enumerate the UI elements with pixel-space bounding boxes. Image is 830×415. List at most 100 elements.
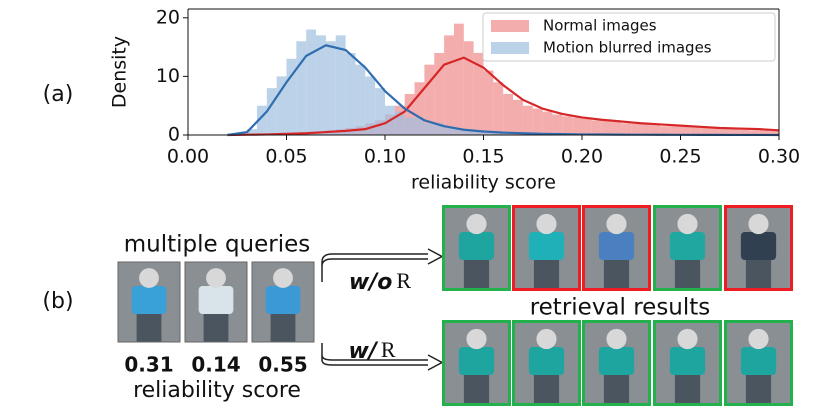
method-symbol: R xyxy=(396,268,411,293)
query-frame xyxy=(251,261,315,343)
histogram-bar xyxy=(345,52,356,135)
histogram-bar xyxy=(513,99,523,135)
method-symbol: R xyxy=(381,337,396,362)
panel-label: (b) xyxy=(42,289,73,314)
histogram-bar xyxy=(414,82,425,135)
histogram-bar xyxy=(572,117,582,135)
photo-legs xyxy=(674,260,701,288)
face-mask xyxy=(677,213,698,235)
histogram-bar xyxy=(739,129,750,135)
histogram-bar xyxy=(266,88,277,135)
histogram-bar xyxy=(316,35,326,135)
histogram-bar xyxy=(463,129,474,135)
histogram-bar xyxy=(256,105,267,135)
histogram-bar xyxy=(306,29,317,135)
query-image xyxy=(118,262,180,342)
histogram-bar xyxy=(769,130,779,135)
histogram-bar xyxy=(690,127,701,135)
query-image xyxy=(185,262,247,342)
photo-body xyxy=(598,347,635,375)
results-title: retrieval results xyxy=(530,295,711,321)
face-mask xyxy=(748,328,769,350)
result-image xyxy=(442,320,511,406)
histogram-bar xyxy=(414,117,425,135)
result-image xyxy=(442,205,511,291)
histogram-bar xyxy=(503,133,514,135)
result-image xyxy=(724,205,793,291)
histogram-bar xyxy=(749,130,760,135)
face-mask xyxy=(536,328,557,350)
photo-body xyxy=(265,286,301,314)
face-mask xyxy=(536,213,557,235)
result-image xyxy=(512,205,581,291)
face-mask xyxy=(606,328,627,350)
photo-legs xyxy=(203,314,229,342)
histogram-bar xyxy=(601,120,612,135)
face-mask xyxy=(748,213,769,235)
histogram-bar xyxy=(434,123,445,135)
histogram-bar xyxy=(641,124,651,135)
photo-legs xyxy=(745,375,772,403)
histogram-bar xyxy=(493,132,504,135)
histogram-bar xyxy=(365,76,376,135)
photo-body xyxy=(528,347,565,375)
histogram-bar xyxy=(493,82,504,135)
face-mask xyxy=(139,268,159,288)
histogram-bar xyxy=(424,123,435,135)
histogram-bar xyxy=(375,88,385,135)
histogram-bar xyxy=(335,35,346,135)
photo-legs xyxy=(270,314,296,342)
histogram-bar xyxy=(621,123,632,135)
query-score: 0.31 xyxy=(124,353,173,377)
histogram-bar xyxy=(700,127,711,135)
photo-legs xyxy=(603,260,630,288)
photo-legs xyxy=(674,375,701,403)
face-mask xyxy=(606,213,627,235)
method-name: w/o xyxy=(349,270,392,295)
histogram-bar xyxy=(404,117,415,135)
photo-legs xyxy=(603,375,630,403)
histogram-bar xyxy=(542,111,553,135)
y-tick-label: 20 xyxy=(156,6,180,28)
face-mask xyxy=(273,268,293,288)
photo-legs xyxy=(533,375,560,403)
photo-body xyxy=(669,347,706,375)
histogram-bar xyxy=(394,111,405,135)
photo-body xyxy=(131,286,167,314)
histogram-bar xyxy=(729,129,740,135)
photo-body xyxy=(669,232,706,260)
histogram-bar xyxy=(562,116,573,135)
legend-swatch xyxy=(491,42,529,54)
histogram-bar xyxy=(611,122,622,135)
result-image xyxy=(512,320,581,406)
y-tick-label: 10 xyxy=(156,65,180,87)
histogram-bar xyxy=(591,120,602,135)
query-frame xyxy=(184,261,248,343)
query-frame xyxy=(117,261,181,343)
photo-body xyxy=(598,232,635,260)
legend-label: Motion blurred images xyxy=(543,39,712,57)
histogram-bar xyxy=(483,70,494,135)
y-tick-label: 0 xyxy=(168,124,180,146)
result-image xyxy=(653,320,722,406)
histogram-bar xyxy=(582,118,592,135)
method-label: w/o R xyxy=(349,268,411,295)
histogram-bar xyxy=(286,58,297,136)
histogram-bar xyxy=(434,52,445,135)
result-image xyxy=(653,205,722,291)
histogram-bar xyxy=(444,126,454,135)
method-label: w/R xyxy=(348,337,395,364)
method-name: w/ xyxy=(348,339,378,364)
histogram-bar xyxy=(552,114,563,135)
query-score: 0.14 xyxy=(191,353,240,377)
x-axis-label: reliability score xyxy=(411,172,556,194)
histogram-bar xyxy=(710,128,720,135)
histogram-bar xyxy=(453,23,464,136)
histogram-bar xyxy=(503,93,514,135)
arrow-head xyxy=(427,354,444,371)
photo-legs xyxy=(463,260,490,288)
histogram-bar xyxy=(453,129,464,135)
kde-line xyxy=(227,56,780,137)
histogram-bar xyxy=(404,93,415,135)
